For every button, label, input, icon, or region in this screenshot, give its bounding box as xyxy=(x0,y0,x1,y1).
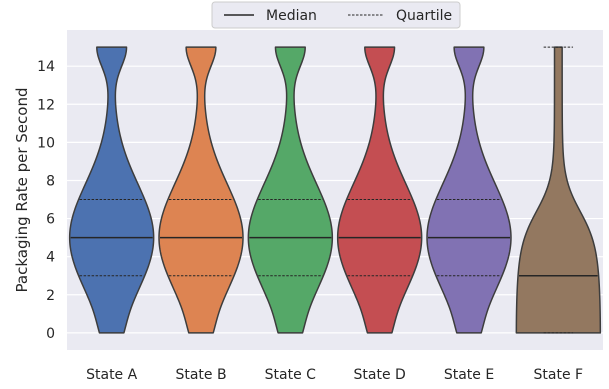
y-tick-labels: 0 2 4 6 8 10 12 14 xyxy=(37,59,55,342)
x-tick-label: State B xyxy=(175,367,226,383)
legend-box xyxy=(211,1,461,29)
y-tick-label: 0 xyxy=(46,326,55,342)
y-tick-label: 10 xyxy=(37,135,55,151)
violin-body xyxy=(247,46,334,334)
legend-median-label: Median xyxy=(266,8,317,24)
legend-quartile-label: Quartile xyxy=(396,8,452,24)
x-tick-label: State C xyxy=(265,367,317,383)
y-tick-label: 4 xyxy=(46,250,55,266)
y-axis-title: Packaging Rate per Second xyxy=(13,88,31,293)
y-tick-label: 12 xyxy=(37,97,55,113)
y-tick-label: 8 xyxy=(46,173,55,189)
x-tick-label: State D xyxy=(354,367,406,383)
legend: Median Quartile xyxy=(211,1,461,29)
y-tick-label: 2 xyxy=(46,288,55,304)
y-tick-label: 14 xyxy=(37,59,55,75)
violins xyxy=(68,46,602,334)
violin-body xyxy=(158,46,244,334)
y-tick-label: 6 xyxy=(46,212,55,228)
x-tick-label: State E xyxy=(444,367,494,383)
violin-body xyxy=(515,46,602,334)
x-tick-labels: State A State B State C State D State E State… xyxy=(86,367,583,383)
violin-body xyxy=(68,46,155,334)
x-tick-label: State F xyxy=(534,367,584,383)
violin-body xyxy=(336,46,423,334)
plot-background xyxy=(67,30,603,350)
grid-lines xyxy=(67,65,603,334)
violin-body xyxy=(426,46,512,334)
x-tick-label: State A xyxy=(86,367,138,383)
